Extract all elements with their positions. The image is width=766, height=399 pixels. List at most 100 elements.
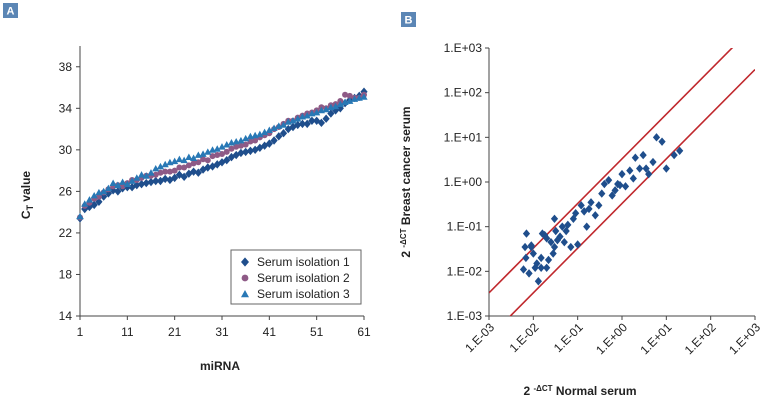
panel-a-point-series-1 [194,168,202,177]
panel-a-x-tick-label: 21 [168,325,182,339]
panel-a-x-tick-label: 1 [77,325,84,339]
panel-a-point-series-1 [242,147,250,157]
panel-b-x-tick-label: 1.E-02 [507,320,542,355]
panel-a-point-series-2 [346,92,353,99]
panel-a-point-series-1 [142,178,150,188]
panel-b-point [569,214,577,224]
panel-a-point-series-3 [213,145,221,152]
panel-a-point-series-1 [171,173,179,183]
panel-a-point-series-1 [204,163,212,172]
panel-b-point [541,230,549,240]
panel-b-x-axis-title-main: 2 [523,384,533,398]
panel-b-point [587,198,595,207]
panel-b-point [521,242,529,252]
panel-a-y-tick-label: 14 [59,309,73,323]
panel-a-point-series-3 [185,153,193,160]
panel-b-y-axis-title-main: 2 [399,248,413,258]
panel-a-point-series-3 [114,181,122,189]
panel-a-point-series-3 [360,93,368,100]
panel-b-y-axis-title: 2 -ΔCT Breast cancer serum [399,106,413,257]
panel-a-y-tick-label: 34 [59,101,73,115]
panel-b-point [645,169,653,179]
legend-marker-2 [241,274,249,282]
panel-a-point-series-1 [275,132,283,141]
panel-b-point [618,169,626,179]
panel-b-x-tick-label: 1.E-01 [551,320,586,355]
panel-b-point [519,265,528,274]
panel-b-point [629,174,637,183]
panel-a-point-series-3 [190,154,198,162]
panel-a-label: A [7,6,15,18]
panel-b-y-axis-title-sup: -ΔCT [399,228,408,247]
panel-a-point-series-3 [237,136,245,144]
panel-a-point-series-3 [180,156,188,164]
panel-a-point-series-3 [294,115,302,122]
panel-a-point-series-3 [133,174,141,181]
panel-b-point [543,263,551,272]
panel-a-point-series-3 [279,121,288,128]
panel-a-point-series-1 [251,145,259,155]
panel-a-point-series-1 [190,167,198,176]
panel-b-point [621,182,630,191]
legend-marker-3 [241,290,249,298]
panel-a-point-series-3 [303,111,311,119]
panel-a-point-series-3 [85,196,94,203]
panel-a-point-series-3 [100,187,108,195]
panel-b-point [577,201,585,210]
panel-a-point-series-3 [199,150,207,157]
panel-a-y-tick-label: 22 [59,226,73,240]
panel-b-point [642,164,650,173]
panel-b-x-tick-label: 1.E+01 [637,320,674,357]
panel-b-point [537,253,545,263]
panel-b-y-tick-label: 1.E+01 [444,130,483,144]
panel-a-point-series-3 [289,117,297,124]
panel-a-point-series-3 [204,148,212,155]
panel-b-y-tick-label: 1.E-01 [447,220,483,234]
legend-item-2: Serum isolation 2 [257,271,350,285]
panel-a-point-series-1 [161,174,169,184]
legend-box [230,249,362,305]
panel-b-point [636,164,644,173]
panel-a-point-series-2 [247,138,254,145]
panel-a-x-tick-label: 11 [121,325,134,339]
panel-a-point-series-1 [317,118,325,128]
legend-item-1: Serum isolation 1 [257,255,350,269]
panel-a-point-series-3 [175,155,183,163]
panel-a-y-tick-label: 38 [59,60,73,74]
panel-a-point-series-3 [90,191,98,199]
panel-a-point-series-3 [256,130,264,138]
panel-a-point-series-3 [128,177,136,184]
panel-b: B 1.E-031.E-021.E-011.E+001.E+011.E+021.… [399,12,763,398]
panel-a-point-series-1 [298,119,307,129]
panel-a-point-series-1 [237,148,245,158]
panel-b-point [550,242,559,252]
panel-b-point [556,232,564,241]
panel-b-point [552,226,560,236]
panel-a-points [76,87,368,223]
panel-b-x-tick-label: 1.E-03 [462,320,497,355]
panel-b-point [553,235,562,245]
panel-a-point-series-2 [181,164,188,171]
panel-b-point [564,220,572,230]
panel-b-reference-lines [489,48,755,316]
panel-a-point-series-2 [162,168,169,175]
panel-a-point-series-3 [223,141,231,148]
panel-a-y-axis-title-sub: T [25,204,35,210]
panel-a-point-series-1 [336,104,344,113]
panel-a-point-series-1 [180,172,188,182]
panel-a-point-series-1 [152,176,160,186]
panel-a-point-series-3 [313,108,321,116]
panel-a-point-series-1 [265,139,273,148]
panel-b-point [531,263,539,272]
panel-a-point-series-1 [332,106,340,115]
panel-a-point-series-1 [327,109,335,118]
panel-a-y-axis-title-rest: value [19,171,33,205]
panel-a-point-series-2 [185,162,192,169]
panel-b-x-axis-title: 2 -ΔCT Normal serum [523,384,636,398]
panel-b-point [639,150,647,160]
panel-b-point [605,175,613,185]
panel-a-point-series-3 [104,184,112,192]
panel-b-point [522,229,531,238]
panel-b-y-tick-label: 1.E-02 [447,264,483,278]
